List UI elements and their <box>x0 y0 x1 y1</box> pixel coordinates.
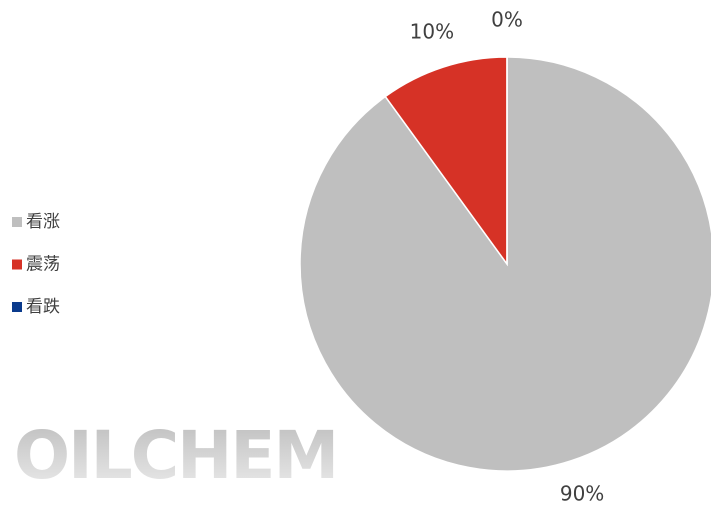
legend-swatch <box>12 302 22 312</box>
legend-swatch <box>12 259 22 270</box>
watermark: OILCHEM <box>14 417 337 494</box>
pie-slice <box>299 56 711 472</box>
legend-label: 看跌 <box>26 297 60 317</box>
data-label: 10% <box>410 19 454 43</box>
legend-swatch <box>12 217 22 227</box>
data-label: 0% <box>491 8 523 32</box>
data-label: 90% <box>560 482 604 505</box>
pie-slice <box>384 56 508 267</box>
legend-label: 看涨 <box>26 212 60 232</box>
legend-label: 震荡 <box>26 255 60 275</box>
